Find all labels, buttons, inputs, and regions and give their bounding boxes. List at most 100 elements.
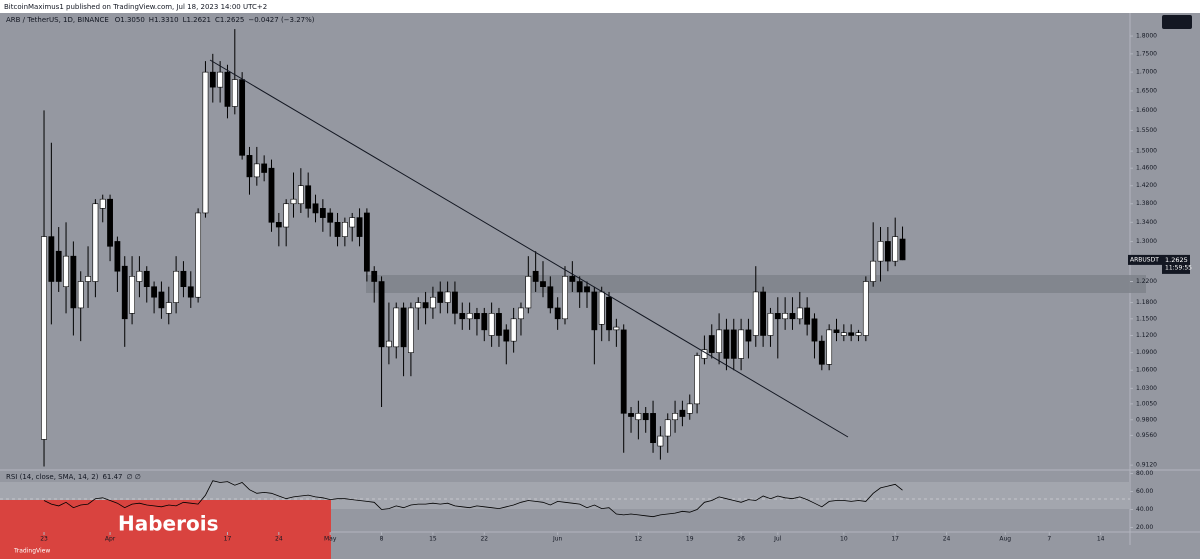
candle-body	[107, 198, 113, 247]
candle-body	[121, 265, 128, 320]
watermark-box	[0, 500, 331, 559]
candle-body	[85, 276, 91, 282]
candle-body	[393, 307, 400, 348]
candle-body	[686, 403, 693, 414]
candle-body	[275, 222, 282, 228]
candle-body	[444, 291, 451, 303]
y-tick-label: 0.9120	[1136, 462, 1157, 469]
legend-title: ARB / TetherUS, 1D, BINANCE	[6, 16, 109, 24]
candle-body	[723, 329, 730, 359]
candle-body	[569, 276, 576, 282]
x-tick-label: Jun	[552, 536, 563, 543]
candle-body	[77, 281, 84, 309]
y-tick-label: 0.9800	[1136, 416, 1157, 423]
legend-key: L	[183, 16, 187, 24]
candle-body	[349, 217, 356, 228]
legend-value: 1.2625	[220, 16, 245, 24]
candle-body	[48, 236, 55, 282]
x-tick-label: 23	[40, 536, 48, 543]
candle-body	[708, 335, 715, 353]
x-tick-label: Apr	[105, 536, 116, 543]
footer: TradingView	[13, 548, 50, 555]
last-symbol: ARBUSDT	[1130, 256, 1159, 263]
candle-body	[297, 185, 304, 205]
candle-body	[165, 302, 172, 314]
y-tick-label: 1.7500	[1136, 50, 1157, 57]
candle-body	[430, 296, 436, 309]
candle-body	[818, 340, 825, 365]
candle-body	[99, 198, 106, 209]
candle-body	[312, 203, 319, 214]
candle-body	[481, 313, 488, 331]
candle-body	[158, 291, 165, 309]
candle-body	[679, 409, 686, 417]
x-tick-label: Jul	[773, 536, 782, 543]
x-tick-label: Aug	[999, 536, 1011, 543]
y-tick-label: 1.3000	[1136, 238, 1157, 245]
candle-body	[151, 286, 157, 298]
y-tick-label: 1.0300	[1136, 385, 1157, 392]
candle-body	[283, 203, 290, 228]
candle-body	[231, 79, 238, 107]
candle-body	[129, 276, 135, 314]
axis-button[interactable]	[1162, 15, 1192, 29]
candle-body	[239, 79, 246, 156]
candle-body	[290, 198, 297, 205]
y-tick-label: 1.5000	[1136, 148, 1157, 155]
candle-body	[400, 307, 407, 348]
x-tick-label: 14	[1097, 536, 1105, 543]
y-tick-label: 1.7000	[1136, 69, 1157, 76]
candle-body	[415, 302, 422, 309]
candle-body	[664, 419, 671, 437]
candle-body	[730, 329, 737, 359]
candle-body	[767, 313, 774, 336]
candle-body	[510, 318, 517, 342]
candle-body	[562, 276, 568, 320]
candle-body	[466, 313, 473, 320]
candle-body	[114, 241, 121, 272]
candle-body	[760, 291, 767, 336]
candle-body	[253, 163, 260, 178]
candle-body	[378, 281, 385, 348]
last-symbol-box	[1128, 254, 1162, 265]
legend-value: 1.2621	[186, 16, 211, 24]
candle-body	[496, 313, 502, 336]
candle-body	[899, 238, 906, 261]
y-tick-label: 1.8000	[1136, 33, 1157, 40]
candle-body	[547, 286, 554, 309]
candle-body	[136, 270, 143, 282]
y-tick-label: 1.4200	[1136, 182, 1157, 189]
candle-body	[584, 286, 590, 293]
candle-body	[385, 340, 392, 348]
rsi-legend: RSI (14, close, SMA, 14, 2) 61.47 ∅ ∅	[6, 473, 141, 481]
candle-body	[525, 276, 532, 309]
candle-body	[334, 222, 341, 237]
candle-body	[518, 307, 524, 320]
candle-body	[811, 318, 818, 342]
candle-body	[452, 291, 458, 314]
candle-body	[650, 413, 656, 444]
candle-body	[224, 71, 231, 107]
candle-body	[796, 307, 803, 320]
candle-body	[363, 212, 370, 272]
y-tick-label: 1.0600	[1136, 367, 1157, 374]
candle-body	[503, 329, 510, 342]
candle-body	[70, 255, 77, 309]
candle-body	[41, 236, 47, 440]
candle-body	[774, 313, 781, 320]
candle-body	[576, 281, 583, 293]
x-tick-label: 15	[429, 536, 437, 543]
candle-body	[833, 329, 840, 333]
rsi-y-tick-label: 40.00	[1136, 506, 1153, 513]
candle-body	[642, 413, 649, 421]
y-tick-label: 1.6000	[1136, 107, 1157, 114]
watermark: Haberois	[118, 512, 218, 536]
legend-key: O	[115, 16, 121, 24]
legend-value: 1.3310	[154, 16, 179, 24]
legend-key: H	[149, 16, 154, 24]
candle-body	[613, 326, 620, 331]
candle-body	[591, 291, 598, 331]
candle-body	[209, 71, 216, 88]
legend: ARB / TetherUS, 1D, BINANCE O1.3050 H1.331…	[6, 16, 315, 24]
candle-body	[474, 313, 480, 320]
